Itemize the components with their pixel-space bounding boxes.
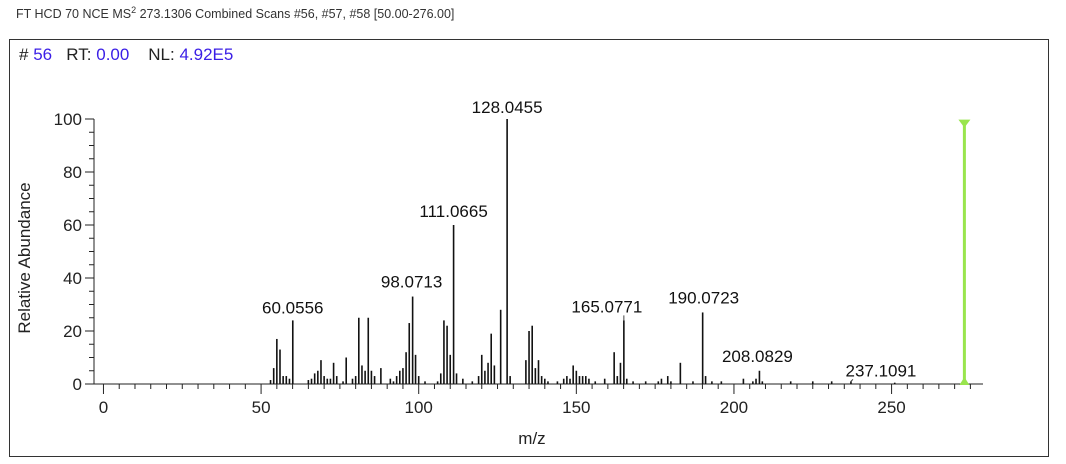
y-tick-label: 20 [63, 322, 82, 341]
precursor-marker-top [958, 119, 971, 128]
peak-labels: 60.0556 98.0713 111.0665 128.0455 165.0771 19… [262, 98, 916, 382]
header-suffix: 273.1306 Combined Scans #56, #57, #58 [5… [139, 7, 455, 21]
scan-label: # [19, 45, 29, 64]
y-tick-label: 40 [63, 269, 82, 288]
y-tick-label: 60 [63, 216, 82, 235]
x-axis: 0 50 100 150 200 250 [94, 383, 983, 417]
header-prefix: FT HCD 70 NCE MS [16, 7, 132, 21]
peak-label: 128.0455 [472, 98, 543, 117]
header-superscript: 2 [131, 4, 137, 15]
y-tick-label: 100 [54, 110, 82, 129]
x-tick-label: 50 [252, 398, 271, 417]
y-axis: 0 20 40 60 80 100 [54, 110, 95, 394]
x-tick-label: 250 [877, 398, 905, 417]
x-tick-label: 200 [720, 398, 748, 417]
spectrum-frame [9, 39, 1049, 457]
scan-header: FT HCD 70 NCE MS2 273.1306 Combined Scan… [16, 4, 455, 21]
precursor-marker [958, 119, 971, 385]
x-tick-label: 0 [99, 398, 108, 417]
x-axis-title: m/z [518, 429, 545, 448]
scan-info: # 56 RT: 0.00 NL: 4.92E5 [19, 45, 233, 65]
peak-label: 165.0771 [571, 297, 642, 316]
scan-number: 56 [33, 45, 53, 64]
y-axis-title: Relative Abundance [15, 182, 34, 333]
y-tick-label: 0 [73, 375, 82, 394]
nl-label: NL: [148, 45, 175, 64]
rt-value: 0.00 [96, 45, 130, 64]
x-tick-label: 150 [562, 398, 590, 417]
peak-label: 111.0665 [419, 202, 487, 221]
y-tick-label: 80 [63, 163, 82, 182]
peak-label-leader [850, 378, 854, 382]
peak-series [269, 119, 896, 384]
x-tick-label: 100 [405, 398, 433, 417]
peak-label: 208.0829 [722, 347, 793, 366]
nl-value: 4.92E5 [179, 45, 234, 64]
rt-label: RT: [66, 45, 92, 64]
peak-label: 237.1091 [845, 361, 916, 380]
peak-label: 60.0556 [262, 298, 323, 317]
peak-label: 190.0723 [668, 288, 739, 307]
precursor-marker-base [959, 377, 970, 385]
peak-label: 98.0713 [381, 273, 442, 292]
